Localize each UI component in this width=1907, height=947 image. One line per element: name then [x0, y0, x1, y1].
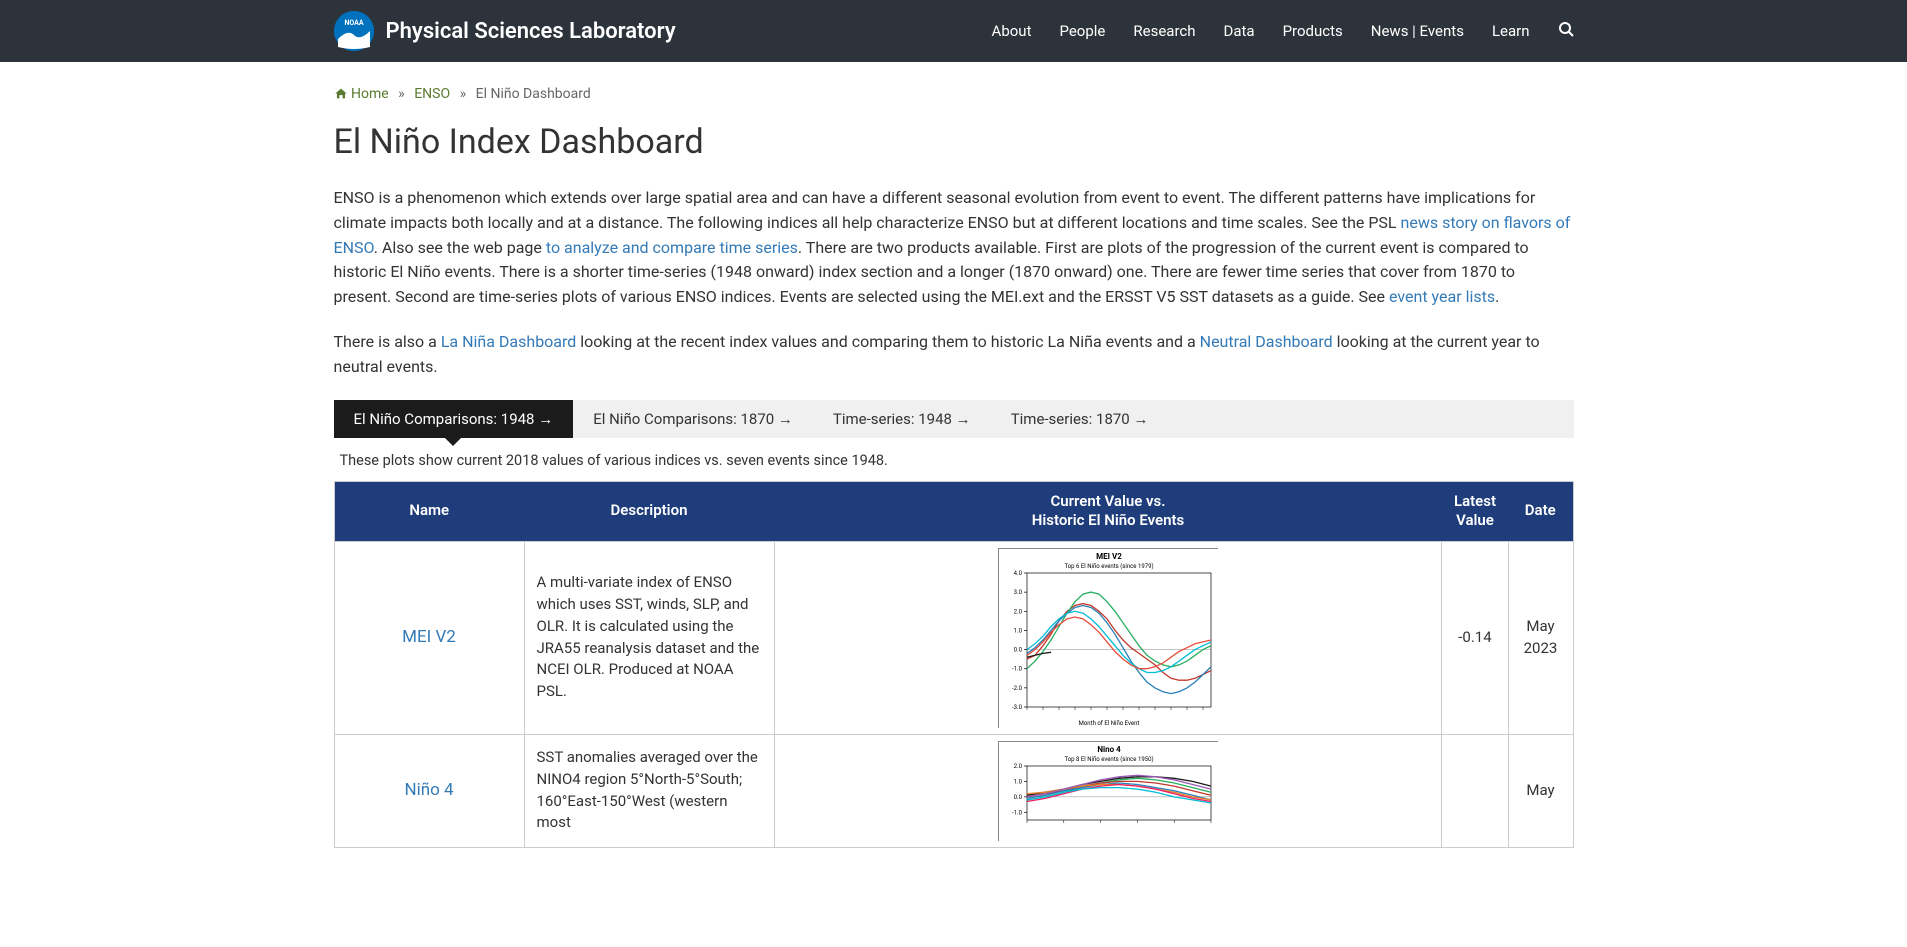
cell-latest-value: -0.14 [1442, 541, 1508, 734]
tab-timeseries-1948[interactable]: Time-series: 1948 → [813, 400, 991, 438]
breadcrumb-sep: » [460, 86, 467, 102]
intro-text-span: . Also see the web page [374, 238, 546, 257]
home-icon [334, 86, 348, 102]
intro-text: ENSO is a phenomenon which extends over … [334, 186, 1574, 380]
cell-chart: Nino 4 Top 8 El Niño events (since 1950) -… [774, 734, 1442, 847]
th-name: Name [334, 481, 524, 541]
cell-description: SST anomalies averaged over the NINO4 re… [524, 734, 774, 847]
index-table: Name Description Current Value vs. Histo… [334, 481, 1574, 848]
chart-thumbnail[interactable]: Nino 4 Top 8 El Niño events (since 1950) -… [998, 741, 1218, 841]
svg-text:2.0: 2.0 [1014, 763, 1023, 770]
svg-text:-1.0: -1.0 [1012, 809, 1023, 816]
cell-latest-value [1442, 734, 1508, 847]
intro-text-span: ENSO is a phenomenon which extends over … [334, 188, 1536, 232]
tab-note: These plots show current 2018 values of … [334, 438, 1574, 481]
th-description: Description [524, 481, 774, 541]
index-name-link[interactable]: MEI V2 [402, 627, 456, 647]
table-row: MEI V2 A multi-variate index of ENSO whic… [334, 541, 1573, 734]
svg-text:-3.0: -3.0 [1012, 704, 1023, 711]
cell-chart: MEI V2 Top 6 El Niño events (since 1979) -… [774, 541, 1442, 734]
table-row: Niño 4 SST anomalies averaged over the NI… [334, 734, 1573, 847]
svg-text:0.0: 0.0 [1014, 646, 1023, 653]
cell-date: May [1508, 734, 1573, 847]
svg-text:0.0: 0.0 [1014, 793, 1023, 800]
th-latest: Latest Value [1442, 481, 1508, 541]
th-chart: Current Value vs. Historic El Niño Event… [774, 481, 1442, 541]
svg-text:-1.0: -1.0 [1012, 665, 1023, 672]
link-event-year-lists[interactable]: event year lists [1389, 287, 1495, 306]
nav-link-research[interactable]: Research [1133, 22, 1195, 40]
nav-link-news[interactable]: News | Events [1371, 22, 1464, 40]
nav-link-people[interactable]: People [1059, 22, 1105, 40]
link-lanina-dashboard[interactable]: La Niña Dashboard [441, 332, 576, 351]
intro-text-span: . [1495, 287, 1499, 306]
breadcrumb-enso[interactable]: ENSO [414, 86, 450, 102]
tabs: El Niño Comparisons: 1948 → El Niño Comp… [334, 400, 1574, 438]
breadcrumb-home-label: Home [351, 86, 389, 102]
nav-link-data[interactable]: Data [1224, 22, 1255, 40]
link-analyze-timeseries[interactable]: to analyze and compare time series [546, 238, 798, 257]
index-name-link[interactable]: Niño 4 [404, 780, 453, 800]
svg-text:Month of El Niño Event: Month of El Niño Event [1079, 720, 1140, 727]
intro-text-span: looking at the recent index values and c… [576, 332, 1199, 351]
search-icon[interactable] [1558, 21, 1574, 41]
cell-description: A multi-variate index of ENSO which uses… [524, 541, 774, 734]
svg-text:Top 6 El Niño events (since 19: Top 6 El Niño events (since 1979) [1064, 563, 1153, 570]
navbar: NOAA Physical Sciences Laboratory About … [0, 0, 1907, 62]
svg-text:-2.0: -2.0 [1012, 684, 1023, 691]
svg-text:3.0: 3.0 [1014, 589, 1023, 596]
th-date: Date [1508, 481, 1573, 541]
chart-thumbnail[interactable]: MEI V2 Top 6 El Niño events (since 1979) -… [998, 548, 1218, 728]
breadcrumb-sep: » [398, 86, 405, 102]
nav-link-about[interactable]: About [992, 22, 1032, 40]
cell-date: May 2023 [1508, 541, 1573, 734]
svg-text:2.0: 2.0 [1014, 608, 1023, 615]
svg-text:1.0: 1.0 [1014, 627, 1023, 634]
noaa-logo-icon: NOAA [334, 11, 374, 51]
svg-text:1.0: 1.0 [1014, 778, 1023, 785]
svg-text:Nino 4: Nino 4 [1097, 745, 1121, 754]
svg-text:MEI V2: MEI V2 [1096, 552, 1122, 561]
cell-name: MEI V2 [334, 541, 524, 734]
tab-comparisons-1948[interactable]: El Niño Comparisons: 1948 → [334, 400, 574, 438]
nav-link-learn[interactable]: Learn [1492, 22, 1530, 40]
svg-text:Top 8 El Niño events (since 19: Top 8 El Niño events (since 1950) [1064, 756, 1153, 763]
breadcrumb: Home » ENSO » El Niño Dashboard [334, 62, 1574, 122]
breadcrumb-home[interactable]: Home [334, 86, 393, 102]
svg-text:NOAA: NOAA [344, 19, 363, 27]
link-neutral-dashboard[interactable]: Neutral Dashboard [1200, 332, 1333, 351]
tab-comparisons-1870[interactable]: El Niño Comparisons: 1870 → [573, 400, 813, 438]
logo-box[interactable]: NOAA Physical Sciences Laboratory [334, 11, 676, 51]
tab-timeseries-1870[interactable]: Time-series: 1870 → [991, 400, 1169, 438]
site-title: Physical Sciences Laboratory [386, 19, 676, 44]
cell-name: Niño 4 [334, 734, 524, 847]
page-title: El Niño Index Dashboard [334, 122, 1574, 162]
nav-links: About People Research Data Products News… [992, 21, 1574, 41]
nav-link-products[interactable]: Products [1283, 22, 1343, 40]
svg-text:4.0: 4.0 [1014, 570, 1023, 577]
intro-text-span: There is also a [334, 332, 441, 351]
breadcrumb-current: El Niño Dashboard [476, 86, 591, 102]
